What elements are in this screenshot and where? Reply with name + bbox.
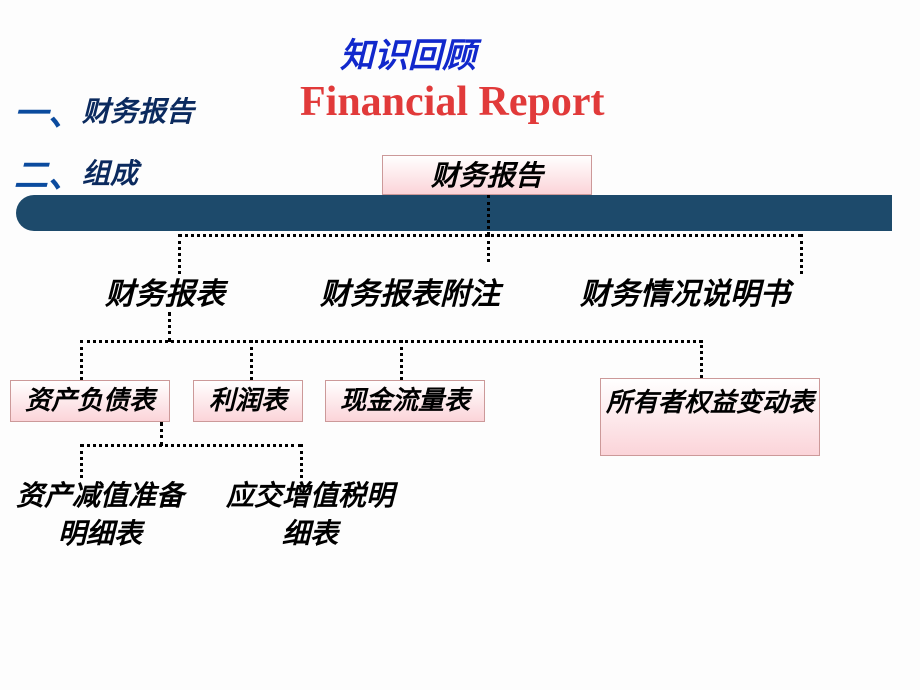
page-title: 知识回顾 — [340, 28, 476, 77]
page-subtitle: Financial Report — [300, 78, 604, 126]
node-l3-equity-change: 所有者权益变动表 — [600, 378, 820, 456]
connector-vertical — [160, 422, 163, 446]
bullet-1-num: 一、 — [14, 86, 82, 135]
node-l4-impairment: 资产减值准备明细表 — [10, 478, 190, 554]
bullet-2-num: 二、 — [14, 148, 82, 197]
connector-horizontal — [80, 444, 302, 447]
node-root: 财务报告 — [382, 155, 592, 195]
node-l3-balance-sheet: 资产负债表 — [10, 380, 170, 422]
connector-horizontal — [80, 340, 702, 343]
node-l2-notes: 财务报表附注 — [320, 275, 500, 316]
node-l4-vat: 应交增值税明细表 — [220, 478, 400, 554]
node-l2-explanation: 财务情况说明书 — [580, 275, 790, 316]
node-l3-cash-flow: 现金流量表 — [325, 380, 485, 422]
connector-vertical — [80, 444, 83, 478]
connector-vertical — [800, 234, 803, 274]
node-l3-income-statement: 利润表 — [193, 380, 303, 422]
connector-vertical — [178, 234, 181, 274]
connector-horizontal — [178, 234, 802, 237]
connector-vertical — [400, 340, 403, 380]
connector-vertical — [700, 340, 703, 378]
connector-vertical — [80, 340, 83, 380]
connector-vertical — [168, 312, 171, 342]
node-l2-financial-statements: 财务报表 — [105, 275, 225, 316]
bullet-1-label: 财务报告 — [82, 90, 194, 130]
bullet-2-label: 组成 — [82, 152, 138, 192]
connector-vertical — [487, 195, 490, 235]
connector-vertical — [487, 234, 490, 262]
connector-vertical — [250, 340, 253, 380]
connector-vertical — [300, 444, 303, 478]
divider-bar — [16, 195, 892, 231]
